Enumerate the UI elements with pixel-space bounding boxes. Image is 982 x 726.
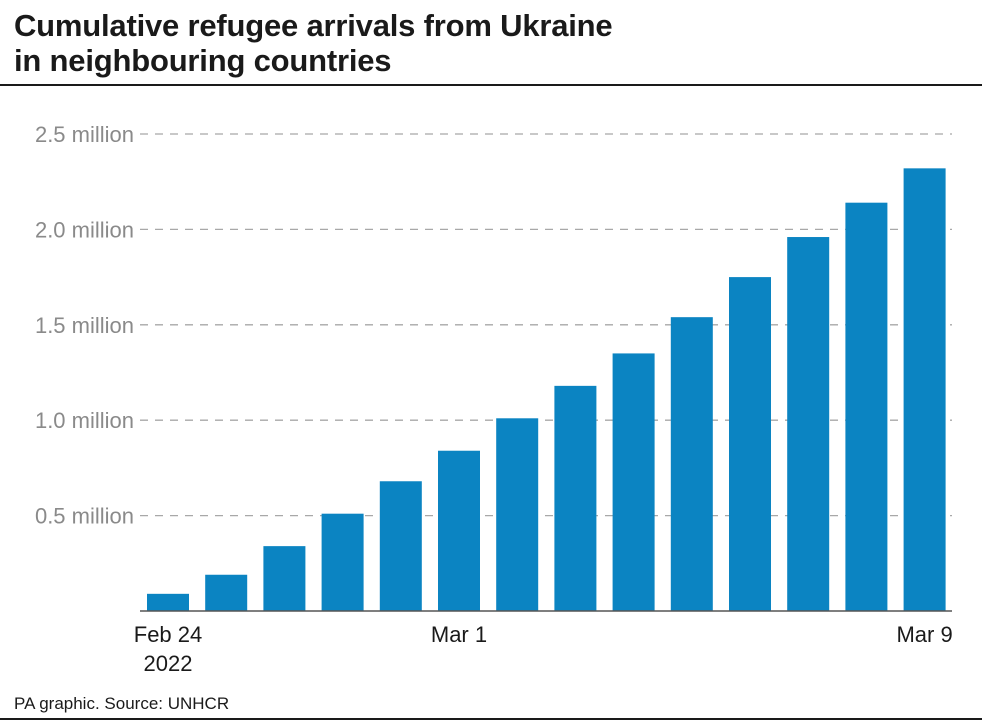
chart-title-line-2: in neighbouring countries <box>14 43 392 78</box>
chart-title: Cumulative refugee arrivals from Ukraine… <box>14 8 974 78</box>
top-rule <box>0 84 982 86</box>
bar <box>321 513 364 611</box>
bar <box>263 546 306 611</box>
bar <box>787 237 830 612</box>
bottom-rule <box>0 718 982 720</box>
y-tick-label: 0.5 million <box>35 504 134 529</box>
bar <box>845 202 888 612</box>
bar-chart: 0.5 million 1.0 million 1.5 million 2.0 mil… <box>35 122 953 676</box>
bar <box>438 450 480 611</box>
bar <box>903 168 946 611</box>
bar <box>670 317 713 611</box>
y-tick-label: 2.0 million <box>35 217 134 242</box>
bar <box>729 277 771 611</box>
y-tick-label: 1.5 million <box>35 313 134 338</box>
x-tick-label: Mar 1 <box>431 622 487 647</box>
bar <box>379 481 422 611</box>
x-tick-label: Feb 24 <box>134 622 203 647</box>
bar <box>612 353 655 611</box>
y-tick-label: 1.0 million <box>35 408 134 433</box>
chart-title-line-1: Cumulative refugee arrivals from Ukraine <box>14 8 613 43</box>
x-tick-label: Mar 9 <box>896 622 952 647</box>
bar <box>554 385 597 611</box>
bar <box>205 574 248 611</box>
y-tick-label: 2.5 million <box>35 122 134 147</box>
source-credit: PA graphic. Source: UNHCR <box>14 694 230 713</box>
x-tick-label: 2022 <box>144 651 193 676</box>
bar <box>147 593 189 611</box>
bar <box>496 418 539 611</box>
